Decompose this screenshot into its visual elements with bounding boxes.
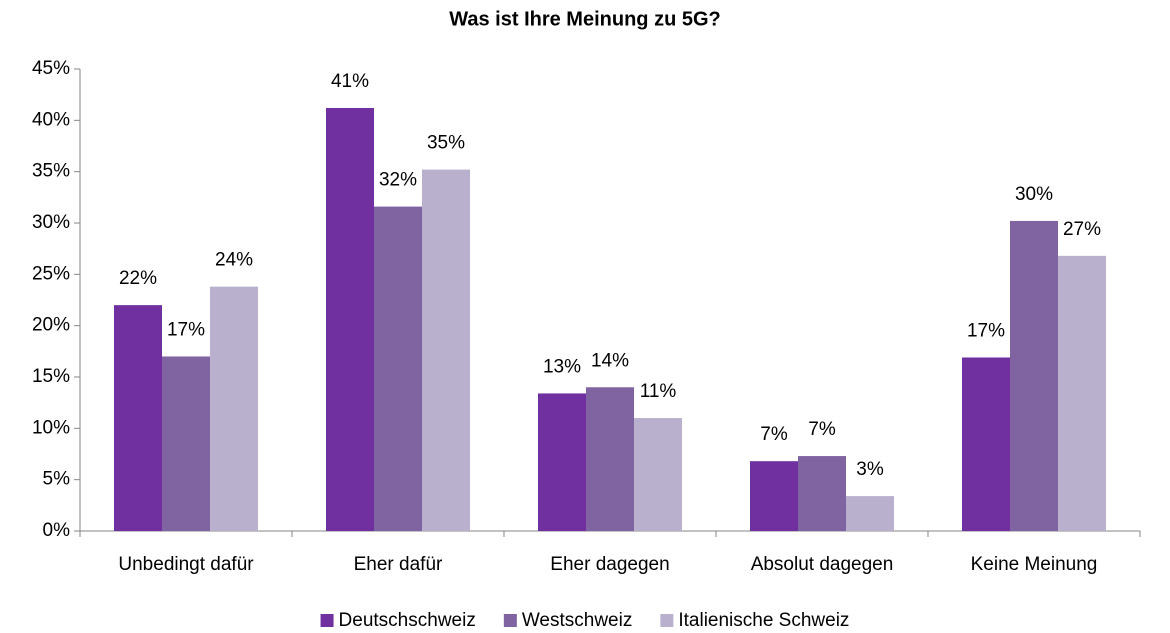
value-label: 7% <box>808 419 836 440</box>
x-tick-label: Eher dafür <box>354 554 443 575</box>
value-label: 13% <box>543 356 581 377</box>
value-label: 35% <box>427 133 465 154</box>
bar <box>798 456 846 531</box>
legend-swatch <box>320 614 334 627</box>
value-label: 24% <box>215 250 253 271</box>
y-tick-label: 40% <box>32 109 70 130</box>
y-tick-label: 5% <box>43 469 71 490</box>
y-tick-label: 25% <box>32 263 70 284</box>
value-label: 14% <box>591 350 629 371</box>
bar <box>422 169 470 531</box>
bar <box>962 357 1010 531</box>
value-label: 22% <box>119 268 157 289</box>
y-tick-label: 30% <box>32 212 70 233</box>
y-tick-label: 0% <box>43 520 71 541</box>
bar <box>538 393 586 531</box>
legend-label: Westschweiz <box>522 610 633 631</box>
x-tick-label: Eher dagegen <box>550 554 669 575</box>
bar <box>326 108 374 531</box>
y-tick-label: 35% <box>32 161 70 182</box>
value-label: 17% <box>167 319 205 340</box>
value-label: 30% <box>1015 184 1053 205</box>
bar <box>750 461 798 531</box>
legend-swatch <box>503 614 517 627</box>
bar <box>1058 255 1106 531</box>
legend-label: Deutschschweiz <box>339 610 476 631</box>
legend-swatch <box>660 614 674 627</box>
bar <box>1010 220 1058 532</box>
value-label: 3% <box>856 459 884 480</box>
value-label: 7% <box>760 424 788 445</box>
bar <box>162 356 210 531</box>
value-label: 41% <box>331 71 369 92</box>
x-tick-label: Unbedingt dafür <box>118 554 254 575</box>
chart-title: Was ist Ihre Meinung zu 5G? <box>449 8 721 30</box>
value-label: 17% <box>967 321 1005 342</box>
y-tick-label: 45% <box>32 58 70 79</box>
y-tick-label: 15% <box>32 366 70 387</box>
bar <box>634 418 682 531</box>
x-tick-label: Keine Meinung <box>971 554 1098 575</box>
bar <box>374 206 422 531</box>
x-tick-label: Absolut dagegen <box>751 554 894 575</box>
bar <box>846 496 894 531</box>
y-tick-label: 20% <box>32 315 70 336</box>
y-tick-label: 10% <box>32 417 70 438</box>
bar <box>586 387 634 531</box>
bar <box>114 305 162 531</box>
value-label: 27% <box>1063 219 1101 240</box>
value-label: 32% <box>379 170 417 191</box>
value-label: 11% <box>640 381 677 402</box>
legend-label: Italienische Schweiz <box>678 610 849 631</box>
bar <box>210 286 258 531</box>
